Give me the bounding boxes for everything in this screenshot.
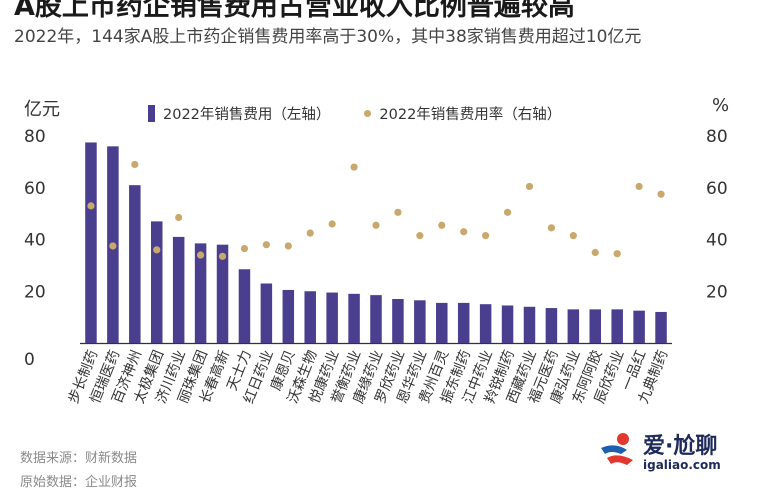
bar bbox=[589, 309, 602, 343]
rate-point bbox=[416, 232, 424, 240]
right-axis-unit: % bbox=[712, 95, 730, 116]
rate-point bbox=[196, 251, 205, 259]
bar bbox=[260, 283, 273, 343]
legend-bar-swatch bbox=[148, 105, 155, 122]
rate-point bbox=[284, 242, 292, 250]
logo-mark-icon bbox=[601, 433, 633, 465]
right-tick-label: 60 bbox=[706, 179, 728, 199]
left-axis-unit: 亿元 bbox=[24, 99, 60, 120]
rate-point bbox=[262, 241, 270, 249]
rate-point bbox=[613, 250, 621, 258]
right-tick-label: 40 bbox=[706, 231, 728, 251]
data-source: 数据来源：财新数据 bbox=[20, 451, 138, 466]
page-subtitle: 2022年，144家A股上市药企销售费用率高于30%，其中38家销售费用超过10… bbox=[14, 27, 642, 47]
rate-point bbox=[525, 182, 534, 191]
bar bbox=[282, 289, 295, 343]
bar bbox=[523, 306, 536, 343]
bar bbox=[194, 243, 207, 343]
rate-point bbox=[460, 228, 468, 236]
rate-point bbox=[635, 182, 643, 191]
left-tick-label: 0 bbox=[24, 350, 35, 370]
rate-point bbox=[547, 224, 556, 232]
bar bbox=[216, 244, 229, 343]
right-tick-label: 80 bbox=[706, 127, 728, 147]
rate-point bbox=[350, 163, 358, 171]
bar bbox=[611, 309, 623, 343]
legend-bar-label: 2022年销售费用（左轴） bbox=[163, 107, 331, 123]
bar bbox=[479, 304, 492, 343]
rate-point bbox=[372, 221, 380, 229]
logo-name: 爱·尬聊 bbox=[643, 434, 718, 459]
rate-point bbox=[175, 213, 183, 222]
bar bbox=[238, 269, 251, 343]
bar bbox=[633, 310, 645, 343]
bar bbox=[567, 309, 580, 343]
right-tick-label: 20 bbox=[706, 282, 728, 302]
bar bbox=[436, 302, 448, 343]
rate-point bbox=[394, 208, 402, 216]
rate-point bbox=[503, 208, 512, 216]
page-title: A股上市药企销售费用占营业收入比例普遍较高 bbox=[14, 0, 575, 22]
rate-point bbox=[438, 221, 446, 229]
site-logo: 爱·尬聊 igaliao.com bbox=[597, 426, 747, 488]
rate-point bbox=[218, 252, 227, 260]
rate-point bbox=[153, 246, 161, 254]
rate-point bbox=[131, 160, 139, 169]
bar bbox=[655, 311, 667, 343]
rate-point bbox=[657, 190, 665, 198]
left-tick-label: 40 bbox=[24, 231, 46, 251]
rate-point bbox=[482, 232, 490, 240]
bar bbox=[457, 302, 470, 343]
left-tick-label: 20 bbox=[24, 282, 46, 302]
rate-point bbox=[240, 244, 249, 253]
rate-point bbox=[328, 220, 336, 228]
bar bbox=[501, 305, 514, 343]
bar bbox=[150, 221, 163, 343]
chart-legend: 2022年销售费用（左轴） 2022年销售费用率（右轴） bbox=[148, 103, 561, 124]
legend-dot-swatch bbox=[364, 110, 372, 117]
rate-point bbox=[569, 232, 577, 240]
bar bbox=[545, 308, 558, 343]
rate-point bbox=[591, 248, 599, 257]
bar bbox=[370, 295, 382, 343]
left-tick-label: 60 bbox=[24, 179, 46, 199]
bar bbox=[129, 185, 141, 343]
left-tick-label: 80 bbox=[24, 127, 46, 147]
rate-point bbox=[87, 202, 95, 210]
bar bbox=[304, 291, 316, 343]
bar bbox=[172, 236, 185, 343]
rate-point bbox=[306, 229, 314, 237]
bar bbox=[348, 293, 360, 343]
logo-url: igaliao.com bbox=[643, 458, 721, 472]
data-origin: 原始数据：企业财报 bbox=[20, 475, 138, 490]
bar bbox=[414, 300, 426, 343]
rate-point bbox=[109, 242, 117, 250]
bar bbox=[326, 292, 338, 343]
bar bbox=[392, 299, 404, 343]
legend-dot-label: 2022年销售费用率（右轴） bbox=[379, 107, 562, 123]
bar bbox=[85, 142, 97, 343]
